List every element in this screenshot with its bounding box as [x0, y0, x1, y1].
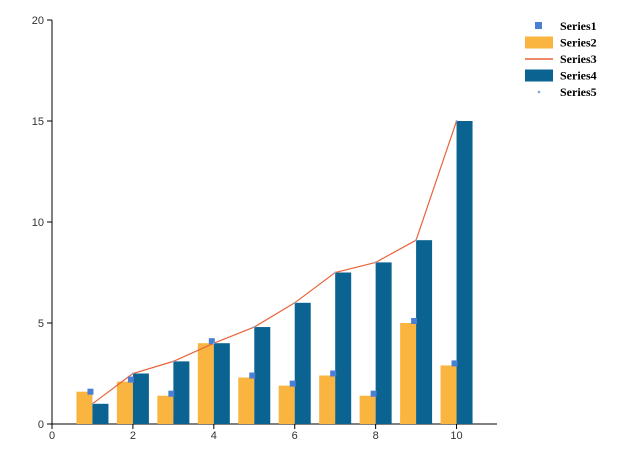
- series3-line: [92, 120, 458, 405]
- series5-point: [455, 120, 458, 122]
- legend-label: Series5: [560, 85, 597, 99]
- series5-point: [253, 326, 256, 329]
- legend-swatch: [535, 22, 542, 29]
- series5-point: [374, 261, 377, 264]
- legend-item-series2: Series2: [525, 36, 597, 50]
- series1-marker: [289, 380, 296, 387]
- y-tick-label: 0: [38, 419, 44, 431]
- series2-bar: [400, 323, 417, 424]
- x-tick-label: 0: [49, 430, 55, 442]
- series2-bar: [197, 343, 214, 424]
- series4-bar: [254, 327, 271, 424]
- series2-bar: [440, 365, 457, 424]
- series2-bar: [238, 377, 255, 424]
- legend-label: Series2: [560, 36, 597, 50]
- legend-label: Series4: [560, 69, 597, 83]
- series2-bar: [278, 385, 295, 424]
- series4-bar: [375, 262, 392, 424]
- series1-marker: [168, 390, 175, 397]
- x-tick-label: 2: [130, 430, 136, 442]
- y-tick-label: 10: [32, 217, 44, 229]
- legend-label: Series3: [560, 52, 597, 66]
- legend: Series1 Series2 Series3 Series4 Series5: [525, 19, 597, 99]
- legend-swatch: [525, 36, 553, 49]
- series2-bar: [157, 395, 174, 424]
- markers-layer: [87, 120, 458, 405]
- series5-point: [172, 360, 175, 363]
- legend-item-series1: Series1: [535, 19, 597, 33]
- legend-label: Series1: [560, 19, 597, 33]
- legend-item-series4: Series4: [525, 69, 597, 83]
- series4-bar: [213, 343, 230, 424]
- series1-marker: [451, 360, 458, 367]
- legend-item-series3: Series3: [525, 52, 597, 66]
- x-tick-label: 6: [292, 430, 298, 442]
- series2-bar: [76, 391, 93, 424]
- x-tick-label: 4: [211, 430, 217, 442]
- series5-point: [334, 271, 337, 274]
- x-tick-label: 10: [450, 430, 462, 442]
- y-tick-label: 5: [38, 318, 44, 330]
- series4-bar: [294, 302, 311, 424]
- series4-bar: [335, 272, 352, 424]
- series5-point: [212, 342, 215, 345]
- x-tick-label: 8: [373, 430, 379, 442]
- bars-layer: [76, 121, 473, 424]
- legend-swatch: [525, 69, 553, 82]
- legend-swatch: [537, 90, 541, 94]
- series1-marker: [370, 390, 377, 397]
- y-axis: 0 5 10 15 20: [32, 15, 53, 431]
- series5-point: [415, 239, 418, 242]
- series5-point: [131, 372, 134, 375]
- series2-bar: [319, 375, 336, 424]
- series1-marker: [330, 370, 337, 377]
- series5-point: [293, 301, 296, 304]
- series1-marker: [87, 388, 94, 395]
- series4-bar: [173, 361, 190, 424]
- series4-bar: [92, 403, 109, 424]
- x-axis: 0 2 4 6 8 10: [49, 423, 497, 442]
- series4-bar: [416, 240, 433, 424]
- y-tick-label: 15: [32, 116, 44, 128]
- series2-bar: [359, 395, 376, 424]
- series5-point: [91, 402, 94, 405]
- y-tick-label: 20: [32, 15, 44, 27]
- series4-bar: [456, 121, 473, 424]
- series1-marker: [208, 338, 215, 345]
- series1-marker: [249, 372, 256, 379]
- line-layer: [92, 120, 458, 405]
- series4-bar: [132, 373, 149, 424]
- series1-marker: [127, 376, 134, 383]
- series1-marker: [411, 317, 418, 324]
- series2-bar: [116, 381, 133, 424]
- legend-item-series5: Series5: [537, 85, 597, 99]
